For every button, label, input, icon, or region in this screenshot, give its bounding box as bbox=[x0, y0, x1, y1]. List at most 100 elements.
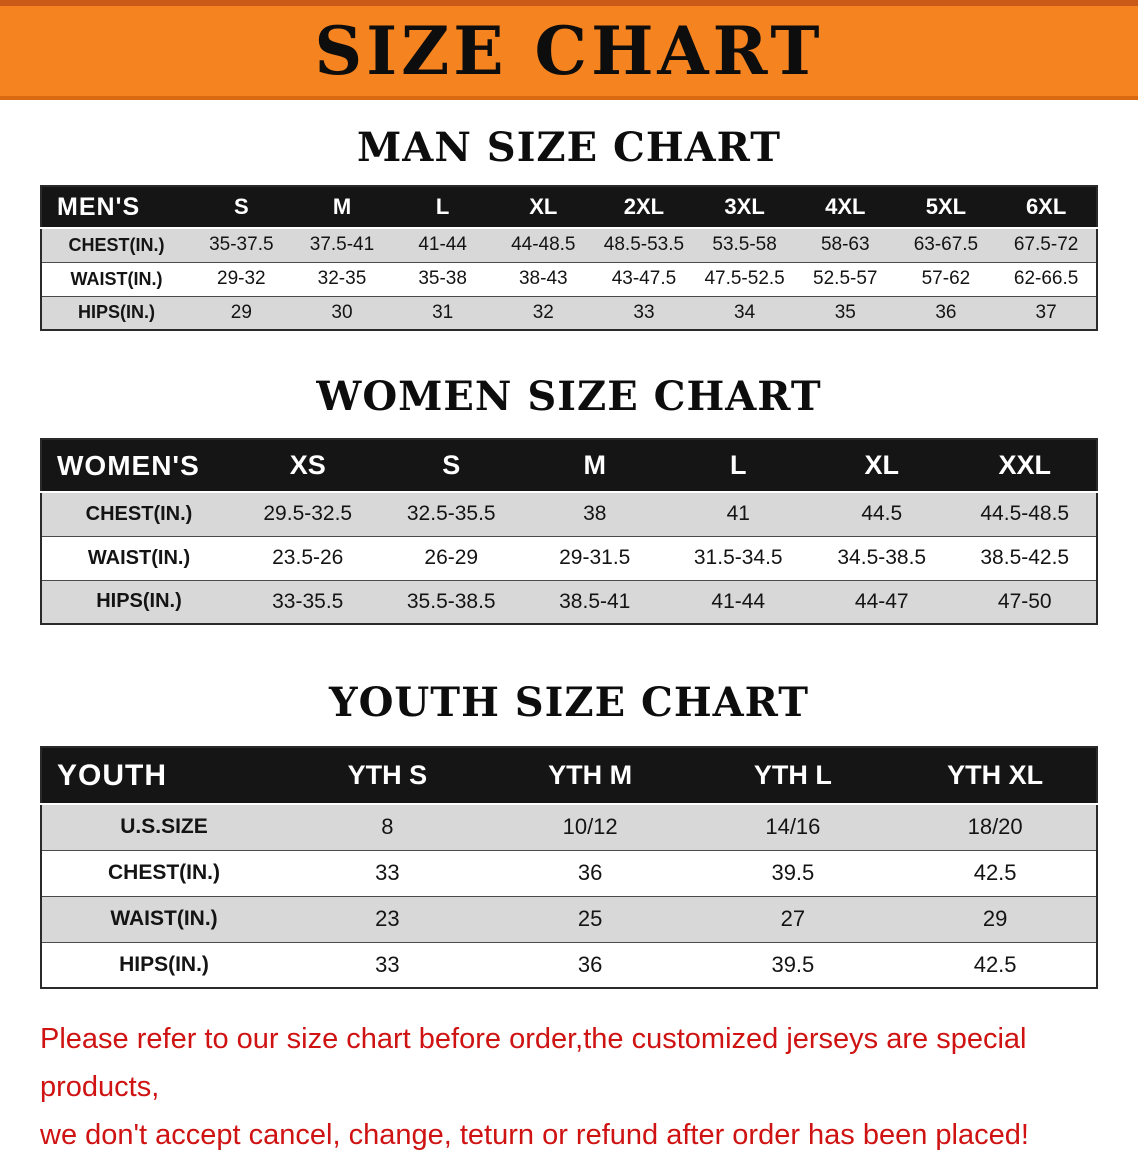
size-value-cell: 34 bbox=[694, 296, 795, 330]
size-value-cell: 23 bbox=[286, 896, 489, 942]
size-header-cell: S bbox=[379, 439, 523, 492]
size-value-cell: 14/16 bbox=[691, 804, 895, 850]
row-label-cell: WAIST(IN.) bbox=[41, 896, 286, 942]
size-header-cell: 4XL bbox=[794, 186, 896, 228]
table-row: CHEST(IN.) 33 36 39.5 42.5 bbox=[41, 850, 1097, 896]
size-header-cell: M bbox=[523, 439, 667, 492]
size-chart-banner: SIZE CHART bbox=[0, 0, 1138, 100]
women-size-section: WOMEN SIZE CHART WOMEN'S XS S M L XL XXL CHEST(… bbox=[0, 373, 1138, 625]
table-row: HIPS(IN.) 33 36 39.5 42.5 bbox=[41, 942, 1097, 988]
size-value-cell: 39.5 bbox=[691, 850, 895, 896]
row-label-cell: WAIST(IN.) bbox=[41, 262, 191, 296]
size-value-cell: 35 bbox=[794, 296, 896, 330]
table-row: WAIST(IN.) 23 25 27 29 bbox=[41, 896, 1097, 942]
row-label-cell: CHEST(IN.) bbox=[41, 228, 191, 262]
size-value-cell: 41-44 bbox=[666, 580, 810, 624]
size-value-cell: 18/20 bbox=[894, 804, 1097, 850]
size-value-cell: 35.5-38.5 bbox=[379, 580, 523, 624]
size-value-cell: 36 bbox=[488, 850, 692, 896]
size-header-cell: 5XL bbox=[895, 186, 997, 228]
row-label-cell: WAIST(IN.) bbox=[41, 536, 236, 580]
size-value-cell: 35-37.5 bbox=[191, 228, 292, 262]
row-label-cell: U.S.SIZE bbox=[41, 804, 286, 850]
table-header-row: YOUTH YTH S YTH M YTH L YTH XL bbox=[41, 747, 1097, 804]
women-section-heading: WOMEN SIZE CHART bbox=[316, 373, 822, 420]
size-value-cell: 33 bbox=[286, 942, 489, 988]
size-value-cell: 25 bbox=[488, 896, 692, 942]
men-section-heading: MAN SIZE CHART bbox=[357, 124, 781, 171]
size-value-cell: 58-63 bbox=[794, 228, 896, 262]
table-row: WAIST(IN.) 23.5-26 26-29 29-31.5 31.5-34.5 34… bbox=[41, 536, 1097, 580]
size-header-cell: 2XL bbox=[593, 186, 695, 228]
size-value-cell: 36 bbox=[895, 296, 997, 330]
size-value-cell: 33 bbox=[593, 296, 695, 330]
size-value-cell: 67.5-72 bbox=[996, 228, 1097, 262]
size-header-cell: 6XL bbox=[996, 186, 1097, 228]
disclaimer-line-1: Please refer to our size chart before or… bbox=[40, 1023, 1027, 1103]
size-value-cell: 38.5-41 bbox=[523, 580, 667, 624]
table-header-row: WOMEN'S XS S M L XL XXL bbox=[41, 439, 1097, 492]
banner-title: SIZE CHART bbox=[314, 12, 824, 90]
size-value-cell: 37 bbox=[996, 296, 1097, 330]
size-value-cell: 26-29 bbox=[379, 536, 523, 580]
size-value-cell: 29-32 bbox=[191, 262, 292, 296]
size-header-cell: YTH S bbox=[286, 747, 489, 804]
size-value-cell: 38 bbox=[523, 492, 667, 536]
size-value-cell: 63-67.5 bbox=[895, 228, 997, 262]
youth-size-table: YOUTH YTH S YTH M YTH L YTH XL U.S.SIZE 8 10/12… bbox=[40, 746, 1098, 989]
size-value-cell: 53.5-58 bbox=[694, 228, 795, 262]
size-value-cell: 44.5-48.5 bbox=[953, 492, 1097, 536]
table-title-cell: WOMEN'S bbox=[41, 439, 236, 492]
size-value-cell: 29 bbox=[191, 296, 292, 330]
size-value-cell: 33-35.5 bbox=[236, 580, 380, 624]
size-value-cell: 57-62 bbox=[895, 262, 997, 296]
size-header-cell: XL bbox=[492, 186, 594, 228]
size-value-cell: 31 bbox=[392, 296, 493, 330]
size-value-cell: 48.5-53.5 bbox=[593, 228, 695, 262]
size-chart-content: MAN SIZE CHART MEN'S S M L XL 2XL 3XL 4XL 5XL 6XL… bbox=[0, 124, 1138, 1159]
size-value-cell: 36 bbox=[488, 942, 692, 988]
row-label-cell: CHEST(IN.) bbox=[41, 850, 286, 896]
table-title-cell: YOUTH bbox=[41, 747, 286, 804]
youth-section-heading: YOUTH SIZE CHART bbox=[329, 679, 809, 726]
size-header-cell: YTH M bbox=[488, 747, 692, 804]
table-row: CHEST(IN.) 29.5-32.5 32.5-35.5 38 41 44.5 44.5… bbox=[41, 492, 1097, 536]
row-label-cell: HIPS(IN.) bbox=[41, 580, 236, 624]
size-value-cell: 32.5-35.5 bbox=[379, 492, 523, 536]
size-value-cell: 47.5-52.5 bbox=[694, 262, 795, 296]
table-row: HIPS(IN.) 33-35.5 35.5-38.5 38.5-41 41-44 44-… bbox=[41, 580, 1097, 624]
size-value-cell: 35-38 bbox=[392, 262, 493, 296]
table-row: CHEST(IN.) 35-37.5 37.5-41 41-44 44-48.5 48.5… bbox=[41, 228, 1097, 262]
size-value-cell: 44-47 bbox=[810, 580, 954, 624]
youth-size-section: YOUTH SIZE CHART YOUTH YTH S YTH M YTH L YTH… bbox=[0, 679, 1138, 989]
size-header-cell: L bbox=[666, 439, 810, 492]
size-header-cell: XS bbox=[236, 439, 380, 492]
size-value-cell: 34.5-38.5 bbox=[810, 536, 954, 580]
men-size-section: MAN SIZE CHART MEN'S S M L XL 2XL 3XL 4XL 5XL 6XL… bbox=[0, 124, 1138, 331]
size-value-cell: 41 bbox=[666, 492, 810, 536]
row-label-cell: HIPS(IN.) bbox=[41, 296, 191, 330]
row-label-cell: HIPS(IN.) bbox=[41, 942, 286, 988]
size-value-cell: 47-50 bbox=[953, 580, 1097, 624]
size-value-cell: 38.5-42.5 bbox=[953, 536, 1097, 580]
size-header-cell: YTH XL bbox=[894, 747, 1097, 804]
size-value-cell: 10/12 bbox=[488, 804, 692, 850]
size-value-cell: 42.5 bbox=[894, 850, 1097, 896]
size-header-cell: XL bbox=[810, 439, 954, 492]
size-value-cell: 38-43 bbox=[492, 262, 594, 296]
table-header-row: MEN'S S M L XL 2XL 3XL 4XL 5XL 6XL bbox=[41, 186, 1097, 228]
size-value-cell: 32-35 bbox=[291, 262, 393, 296]
size-header-cell: XXL bbox=[953, 439, 1097, 492]
table-row: WAIST(IN.) 29-32 32-35 35-38 38-43 43-47.5 47.… bbox=[41, 262, 1097, 296]
size-header-cell: M bbox=[291, 186, 393, 228]
table-row: HIPS(IN.) 29 30 31 32 33 34 35 36 37 bbox=[41, 296, 1097, 330]
disclaimer-text: Please refer to our size chart before or… bbox=[40, 1015, 1100, 1159]
size-value-cell: 42.5 bbox=[894, 942, 1097, 988]
women-size-table: WOMEN'S XS S M L XL XXL CHEST(IN.) 29.5-32.5 32.5… bbox=[40, 438, 1098, 625]
size-value-cell: 44-48.5 bbox=[492, 228, 594, 262]
men-size-table: MEN'S S M L XL 2XL 3XL 4XL 5XL 6XL CHEST(IN.) 35-37… bbox=[40, 185, 1098, 331]
size-value-cell: 27 bbox=[691, 896, 895, 942]
size-value-cell: 43-47.5 bbox=[593, 262, 695, 296]
size-value-cell: 29.5-32.5 bbox=[236, 492, 380, 536]
table-title-cell: MEN'S bbox=[41, 186, 191, 228]
